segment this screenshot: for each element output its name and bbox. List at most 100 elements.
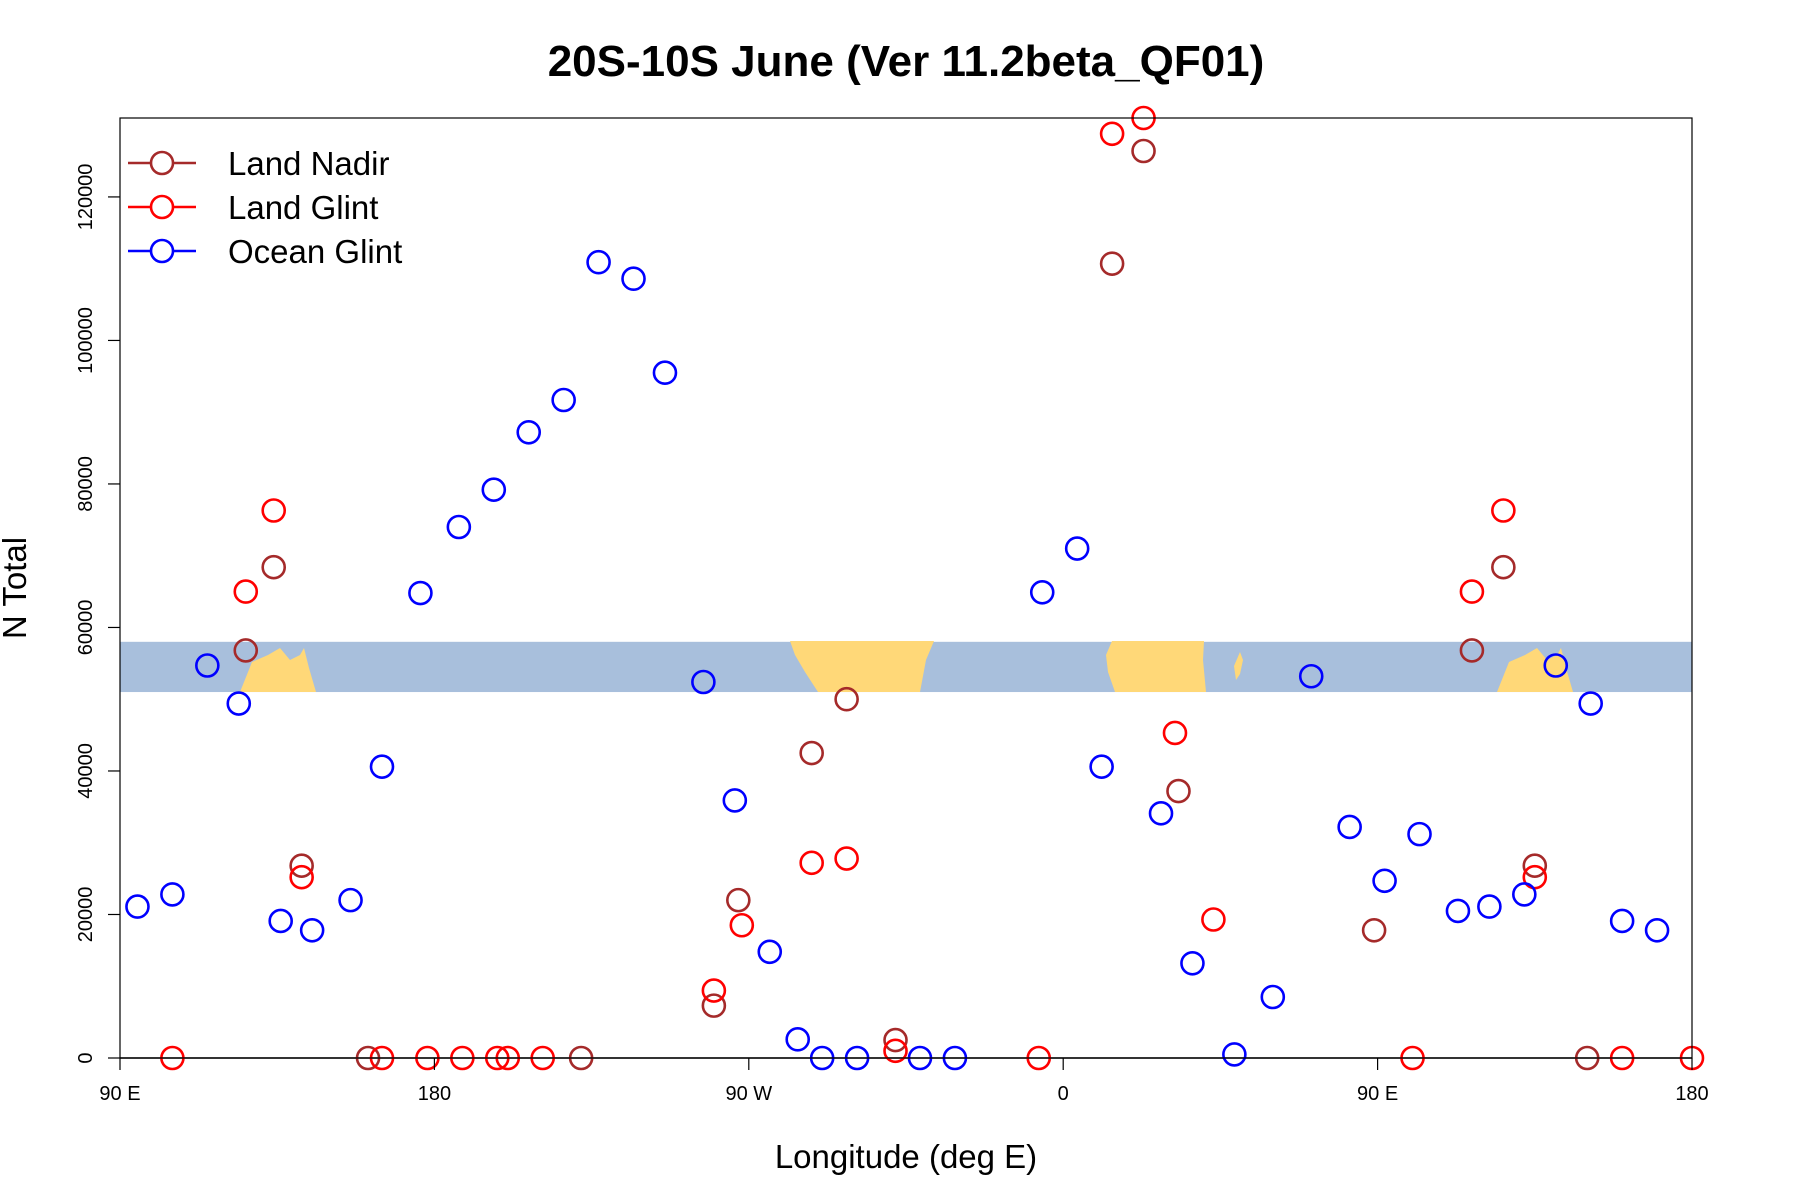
data-point: [701, 978, 727, 1003]
legend-item: Ocean Glint: [128, 233, 402, 270]
data-point: [195, 653, 220, 678]
data-point: [1407, 821, 1432, 847]
data-point: [1064, 536, 1090, 561]
data-point: [691, 669, 716, 695]
data-point: [551, 387, 576, 413]
data-point: [1166, 778, 1191, 804]
data-point: [757, 939, 783, 965]
data-point: [1099, 251, 1125, 276]
data-point: [1609, 908, 1635, 934]
data-point: [1445, 898, 1471, 924]
data-point: [1162, 720, 1188, 746]
legend-label: Ocean Glint: [228, 233, 402, 270]
data-point: [1578, 691, 1603, 716]
data-points: [125, 105, 1705, 1071]
data-point: [233, 579, 259, 604]
data-point: [289, 853, 314, 878]
map-land-south-america: [790, 641, 934, 692]
x-axis-label: Longitude (deg E): [775, 1138, 1037, 1175]
y-tick-label: 60000: [75, 600, 97, 656]
data-point: [729, 912, 755, 938]
x-tick-label: 180: [1675, 1083, 1708, 1105]
data-point: [1459, 579, 1485, 604]
data-point: [1201, 907, 1226, 932]
x-tick-label: 90 E: [1357, 1083, 1398, 1105]
data-point: [1337, 814, 1362, 840]
data-point: [1522, 853, 1548, 878]
data-point: [226, 691, 252, 716]
y-tick-label: 120000: [75, 164, 97, 231]
x-tick-label: 90 W: [725, 1083, 772, 1105]
data-point: [289, 864, 314, 890]
y-tick-label: 80000: [75, 456, 97, 512]
data-point: [160, 882, 185, 907]
data-point: [883, 1038, 908, 1064]
data-point: [268, 908, 293, 934]
data-point: [834, 846, 859, 871]
world-map-strip: [120, 641, 1692, 693]
series-land-nadir: [233, 138, 1600, 1071]
data-point: [799, 850, 824, 876]
data-point: [1222, 1042, 1247, 1067]
x-tick-label: 180: [418, 1083, 451, 1105]
data-point: [621, 266, 646, 292]
y-tick-label: 40000: [75, 743, 97, 799]
data-point: [652, 360, 678, 386]
data-point: [516, 419, 542, 445]
x-tick-label: 0: [1058, 1083, 1069, 1105]
map-land-australia: [240, 648, 316, 692]
series-ocean-glint: [125, 249, 1670, 1071]
data-point: [726, 887, 751, 913]
data-point: [233, 638, 259, 663]
data-point: [1089, 754, 1114, 779]
y-axis: 0 20000 40000 60000 80000 100000 120000: [75, 164, 120, 1064]
data-point: [701, 993, 727, 1018]
data-point: [481, 477, 507, 502]
legend-label: Land Nadir: [228, 145, 389, 182]
data-point: [1148, 801, 1174, 826]
data-point: [1131, 138, 1156, 164]
data-point: [1099, 121, 1125, 147]
legend-marker: [149, 194, 175, 220]
legend-item: Land Nadir: [128, 145, 389, 182]
legend-label: Land Glint: [228, 189, 378, 226]
legend-marker: [149, 238, 175, 264]
plot-frame: [119, 117, 1693, 1059]
legend-item: Land Glint: [128, 189, 378, 226]
data-point: [299, 917, 325, 943]
data-point: [1459, 638, 1485, 663]
data-point: [1644, 917, 1670, 943]
data-point: [785, 1027, 811, 1052]
x-axis: 90 E 180 90 W 0 90 E 180: [99, 1058, 1709, 1105]
chart-title: 20S-10S June (Ver 11.2beta_QF01): [548, 37, 1265, 86]
data-point: [1512, 882, 1537, 907]
data-point: [408, 580, 433, 606]
data-point: [261, 498, 287, 523]
data-point: [1491, 554, 1516, 580]
data-point: [1491, 498, 1516, 523]
data-point: [586, 249, 611, 275]
data-point: [1180, 950, 1205, 976]
y-axis-label: N Total: [0, 537, 33, 639]
data-point: [1543, 653, 1569, 678]
data-point: [1029, 580, 1055, 605]
y-tick-label: 20000: [75, 887, 97, 943]
data-point: [1361, 917, 1387, 943]
legend-marker: [149, 150, 175, 176]
data-point: [338, 887, 363, 913]
data-point: [369, 754, 395, 779]
map-land-madagascar: [1234, 652, 1243, 680]
data-point: [1260, 984, 1286, 1010]
data-point: [883, 1027, 908, 1053]
data-point: [1298, 663, 1324, 689]
data-point: [799, 740, 824, 766]
data-point: [834, 686, 859, 712]
map-land-australia-repeat: [1497, 648, 1573, 692]
legend: Land Nadir Land Glint Ocean Glint: [128, 145, 402, 270]
data-point: [261, 554, 287, 580]
data-point: [1372, 868, 1397, 894]
map-land-africa: [1106, 641, 1206, 692]
data-point: [125, 894, 150, 919]
y-tick-label: 100000: [75, 307, 97, 374]
